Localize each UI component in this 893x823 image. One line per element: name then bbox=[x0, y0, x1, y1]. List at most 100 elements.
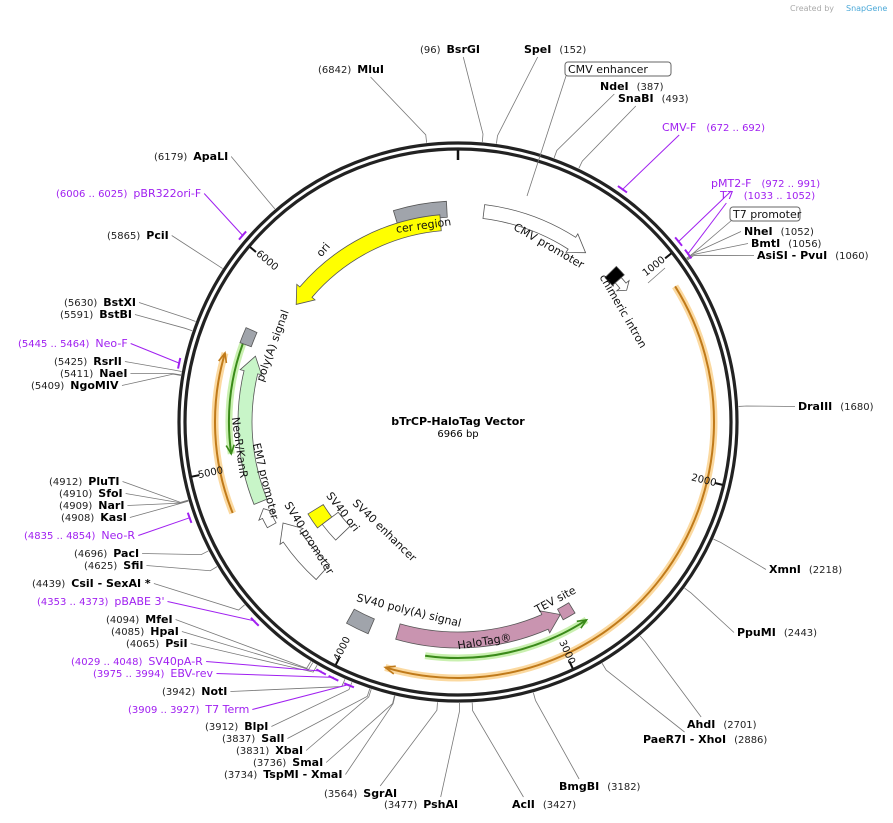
enzyme-name: RsrII bbox=[93, 355, 122, 368]
enzyme-label[interactable]: PpuMI (2443) bbox=[737, 626, 817, 639]
primer-binding-mark bbox=[328, 675, 339, 682]
primer-label[interactable]: (4029 .. 4048) SV40pA-R bbox=[71, 655, 203, 668]
cmv-enhancer-label[interactable]: CMV enhancer bbox=[564, 61, 672, 77]
chimeric-intron-feature[interactable] bbox=[604, 265, 625, 287]
enzyme-label[interactable]: (4909) NarI bbox=[59, 499, 124, 512]
enzyme-label[interactable]: SpeI (152) bbox=[524, 43, 586, 56]
enzyme-label[interactable]: (4439) CsiI - SexAI * bbox=[32, 577, 151, 590]
enzyme-label[interactable]: BmgBI (3182) bbox=[559, 780, 641, 793]
enzyme-leader-line bbox=[601, 663, 685, 733]
backbone-ring bbox=[177, 141, 739, 703]
enzyme-leader-line bbox=[462, 56, 484, 143]
enzyme-label[interactable]: AsiSI - PvuI (1060) bbox=[757, 249, 869, 262]
enzyme-label[interactable]: DraIII (1680) bbox=[798, 400, 874, 413]
enzyme-label[interactable]: (4085) HpaI bbox=[111, 625, 179, 638]
enzyme-name: TspMI - XmaI bbox=[263, 768, 342, 781]
enzyme-label[interactable]: (4625) SfiI bbox=[84, 559, 143, 572]
site-position: (4912) bbox=[49, 477, 82, 488]
t7-promoter-label[interactable]: T7 promoter bbox=[729, 206, 802, 222]
cmv-enhancer-text: CMV enhancer bbox=[568, 63, 648, 76]
enzyme-label[interactable]: (5865) PciI bbox=[107, 229, 169, 242]
primer-label[interactable]: (3975 .. 3994) EBV-rev bbox=[93, 667, 213, 680]
svg-text:XmnI(2218): XmnI (2218) bbox=[769, 563, 842, 576]
enzyme-label[interactable]: (3734) TspMI - XmaI bbox=[224, 768, 342, 781]
tev-site-feature[interactable] bbox=[556, 602, 576, 621]
enzyme-label[interactable]: (3831) XbaI bbox=[236, 744, 303, 757]
enzyme-label[interactable]: (5591) BstBI bbox=[60, 308, 132, 321]
enzyme-label[interactable]: (5409) NgoMIV bbox=[31, 379, 119, 392]
enzyme-label[interactable]: (6842) MluI bbox=[318, 63, 384, 76]
enzyme-label[interactable]: (4908) KasI bbox=[61, 511, 127, 524]
enzyme-name: SalI bbox=[261, 732, 284, 745]
enzyme-label[interactable]: (4065) PsiI bbox=[126, 637, 188, 650]
enzyme-label[interactable]: SnaBI (493) bbox=[618, 92, 689, 105]
enzyme-label[interactable]: (96) BsrGI bbox=[420, 43, 480, 56]
ori-label[interactable]: ori bbox=[314, 240, 333, 259]
primer-label[interactable]: (3909 .. 3927) T7 Term bbox=[128, 703, 249, 716]
chimeric-intron-arrow[interactable] bbox=[614, 276, 630, 292]
sv40-ori-feature[interactable] bbox=[307, 504, 333, 529]
ori-feature[interactable] bbox=[295, 214, 442, 305]
enzyme-label[interactable]: (5425) RsrII bbox=[54, 355, 122, 368]
enzyme-label[interactable]: (3477) PshAI bbox=[384, 798, 458, 811]
enzyme-name: NotI bbox=[201, 685, 227, 698]
enzyme-label[interactable]: AhdI (2701) bbox=[687, 718, 757, 731]
primer-name: T7 bbox=[719, 189, 734, 202]
svg-text:(5411)NaeI: (5411) NaeI bbox=[60, 367, 127, 380]
enzyme-label[interactable]: (6179) ApaLI bbox=[154, 150, 228, 163]
primer-range: (5445 .. 5464) bbox=[18, 339, 90, 350]
halotag-orf-arc[interactable] bbox=[425, 619, 588, 659]
em7-promoter-feature[interactable] bbox=[258, 508, 277, 529]
enzyme-label[interactable]: (3942) NotI bbox=[162, 685, 227, 698]
enzyme-label[interactable]: (5411) NaeI bbox=[60, 367, 127, 380]
enzyme-label[interactable]: (4910) SfoI bbox=[59, 487, 123, 500]
enzyme-label[interactable]: (5630) BstXI bbox=[64, 296, 136, 309]
site-position: (3734) bbox=[224, 770, 257, 781]
enzyme-label[interactable]: PaeR7I - XhoI (2886) bbox=[643, 733, 767, 746]
neor-orf-arc[interactable] bbox=[214, 352, 234, 514]
site-position: (4908) bbox=[61, 513, 94, 524]
primer-label[interactable]: pMT2-F (972 .. 991) bbox=[711, 177, 820, 190]
site-position: (5591) bbox=[60, 310, 93, 321]
ruler-tick bbox=[191, 474, 200, 478]
enzyme-label[interactable]: (4696) PacI bbox=[74, 547, 139, 560]
primer-name: CMV-F bbox=[662, 121, 696, 134]
primer-label[interactable]: (5445 .. 5464) Neo-F bbox=[18, 337, 128, 350]
enzyme-name: CsiI - SexAI * bbox=[71, 577, 151, 590]
primer-leader-line bbox=[130, 343, 181, 364]
enzyme-leader-line bbox=[578, 105, 637, 169]
orf-arc-main[interactable] bbox=[385, 285, 715, 679]
primer-label[interactable]: (4835 .. 4854) Neo-R bbox=[24, 529, 135, 542]
enzyme-label[interactable]: (3837) SalI bbox=[222, 732, 284, 745]
enzyme-label[interactable]: NdeI (387) bbox=[600, 80, 664, 93]
sv40-promoter-feature[interactable] bbox=[279, 522, 331, 581]
sv40-polya-feature[interactable] bbox=[345, 608, 375, 635]
enzyme-label[interactable]: XmnI (2218) bbox=[769, 563, 842, 576]
enzyme-label[interactable]: BmtI (1056) bbox=[751, 237, 822, 250]
enzyme-leader-line bbox=[130, 373, 182, 376]
site-position: (1060) bbox=[835, 251, 868, 262]
enzyme-label[interactable]: NheI (1052) bbox=[744, 225, 814, 238]
primer-label[interactable]: (4353 .. 4373) pBABE 3' bbox=[37, 595, 165, 608]
primer-label[interactable]: CMV-F (672 .. 692) bbox=[662, 121, 765, 134]
enzyme-label[interactable]: (3736) SmaI bbox=[253, 756, 323, 769]
neor-inner-arc[interactable] bbox=[228, 343, 244, 455]
enzyme-name: XbaI bbox=[275, 744, 303, 757]
polya-signal-feature[interactable] bbox=[239, 327, 258, 348]
neor-kanr-feature[interactable] bbox=[237, 355, 268, 505]
primer-label[interactable]: (6006 .. 6025) pBR322ori-F bbox=[56, 187, 201, 200]
sv40-enhancer-label[interactable]: SV40 enhancer bbox=[350, 497, 420, 565]
enzyme-label[interactable]: (3564) SgrAI bbox=[324, 787, 397, 800]
enzyme-label[interactable]: (4912) PluTI bbox=[49, 475, 120, 488]
enzyme-label[interactable]: (4094) MfeI bbox=[106, 613, 173, 626]
cmv-promoter-feature[interactable] bbox=[482, 204, 587, 254]
enzyme-label[interactable]: (3912) BlpI bbox=[205, 720, 268, 733]
primer-label[interactable]: T7 (1033 .. 1052) bbox=[719, 189, 815, 202]
svg-text:(4625)SfiI: (4625) SfiI bbox=[84, 559, 143, 572]
polya-signal-label[interactable]: poly(A) signal bbox=[254, 308, 292, 383]
primer-binding-mark bbox=[315, 668, 327, 676]
sv40-enhancer-feature[interactable] bbox=[321, 511, 351, 541]
enzyme-leader-line bbox=[121, 373, 181, 386]
enzyme-label[interactable]: AclI (3427) bbox=[512, 798, 576, 811]
